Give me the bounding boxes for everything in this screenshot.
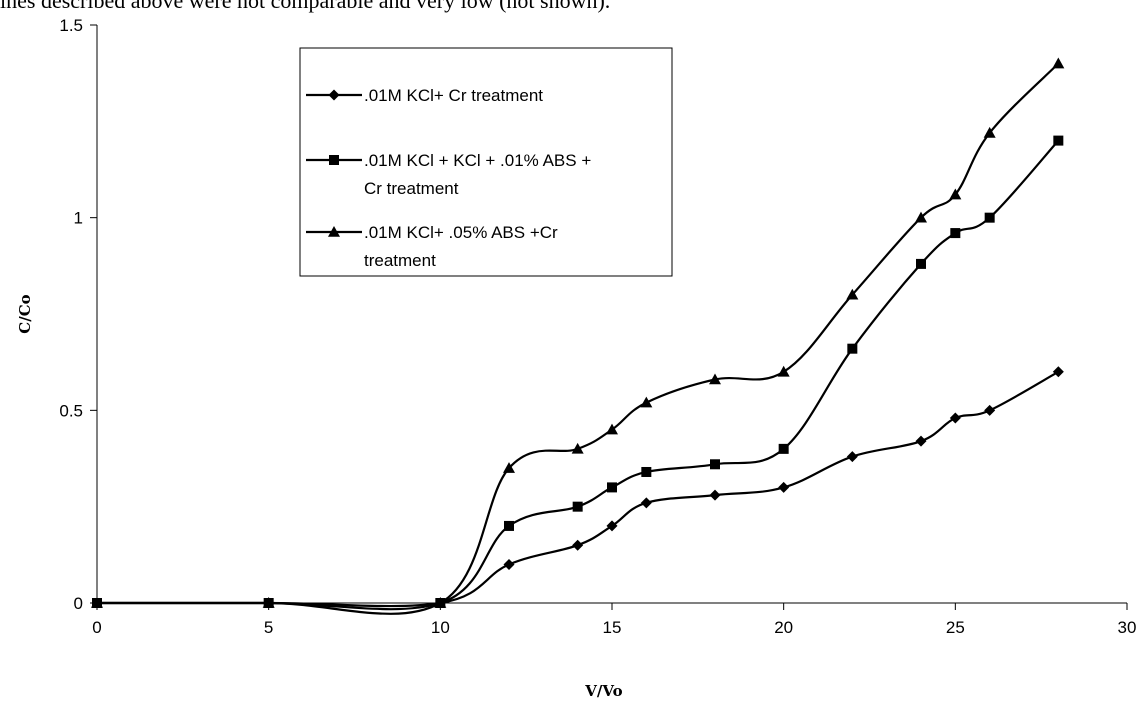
x-tick-label: 15 — [603, 618, 622, 637]
legend-marker-1 — [328, 89, 340, 101]
series-1-point — [778, 481, 790, 493]
legend-marker-2 — [329, 155, 339, 165]
series-3-point — [262, 597, 275, 608]
series-1-point — [1052, 366, 1064, 378]
series-2-point — [778, 443, 789, 454]
caption-text: ines described above were not comparable… — [0, 0, 611, 13]
series-2-point — [572, 501, 583, 512]
legend-marker-3 — [328, 226, 340, 237]
series-1-point — [572, 539, 584, 551]
y-tick-label: 0 — [74, 594, 83, 613]
x-tick-label: 5 — [264, 618, 273, 637]
series-2-point — [504, 520, 514, 531]
x-tick-label: 0 — [92, 618, 101, 637]
series-3-point — [606, 423, 618, 435]
series-3-point — [1052, 57, 1065, 69]
y-tick-label: 1.5 — [59, 16, 83, 35]
x-axis-title: V/Vo — [584, 682, 622, 700]
y-axis-title: C/Co — [16, 294, 34, 333]
series-2-point — [710, 459, 720, 470]
series-3-point — [640, 396, 653, 408]
legend-label-2: Cr treatment — [364, 179, 459, 198]
series-3-point — [571, 442, 584, 454]
series-1-point — [915, 435, 927, 447]
x-tick-label: 10 — [431, 618, 450, 637]
x-tick-label: 20 — [774, 618, 793, 637]
series-1-point — [606, 520, 618, 532]
series-2-point — [984, 212, 995, 223]
series-1-point — [503, 558, 515, 570]
y-tick-label: 0.5 — [59, 401, 83, 420]
series-1-point — [640, 497, 652, 509]
series-3-point — [915, 211, 927, 223]
series-1 — [91, 366, 1064, 609]
series-1-line — [97, 370, 1059, 608]
series-2-point — [641, 466, 652, 477]
legend-box — [299, 47, 673, 277]
series-1-point — [846, 451, 858, 463]
series-2-line — [97, 139, 1060, 611]
series-3-point — [503, 462, 515, 473]
x-tick-label: 25 — [946, 618, 965, 637]
series-3 — [91, 57, 1065, 615]
y-tick-label: 1 — [74, 209, 83, 228]
series-2-point — [847, 343, 858, 354]
series-1-point — [709, 489, 721, 501]
x-tick-label: 30 — [1118, 618, 1137, 637]
chart-axes: 0 5 10 15 20 25 30 0 0.5 1 1.5 V/Vo C/Co — [16, 16, 1136, 700]
series-1-point — [949, 412, 961, 424]
legend-label-1: .01M KCl+ Cr treatment — [364, 86, 543, 105]
series-2-point — [950, 228, 961, 239]
series-1-point — [984, 404, 996, 416]
legend-label-3: treatment — [364, 251, 436, 270]
series-3-point — [91, 597, 103, 608]
series-2-point — [1053, 135, 1064, 146]
chart-legend: .01M KCl+ Cr treatment .01M KCl + KCl + .… — [299, 47, 673, 277]
series-3-point — [709, 373, 721, 385]
series-layer — [91, 57, 1065, 615]
series-3-point — [777, 365, 790, 377]
series-3-point — [949, 188, 962, 200]
series-3-point — [434, 597, 447, 608]
series-2-point — [607, 482, 617, 493]
series-3-point — [846, 288, 859, 300]
legend-label-3: .01M KCl+ .05% ABS +Cr — [364, 223, 558, 242]
series-2 — [92, 135, 1064, 611]
series-3-point — [983, 126, 996, 138]
series-2-point — [916, 258, 926, 269]
legend-label-2: .01M KCl + KCl + .01% ABS + — [364, 151, 591, 170]
